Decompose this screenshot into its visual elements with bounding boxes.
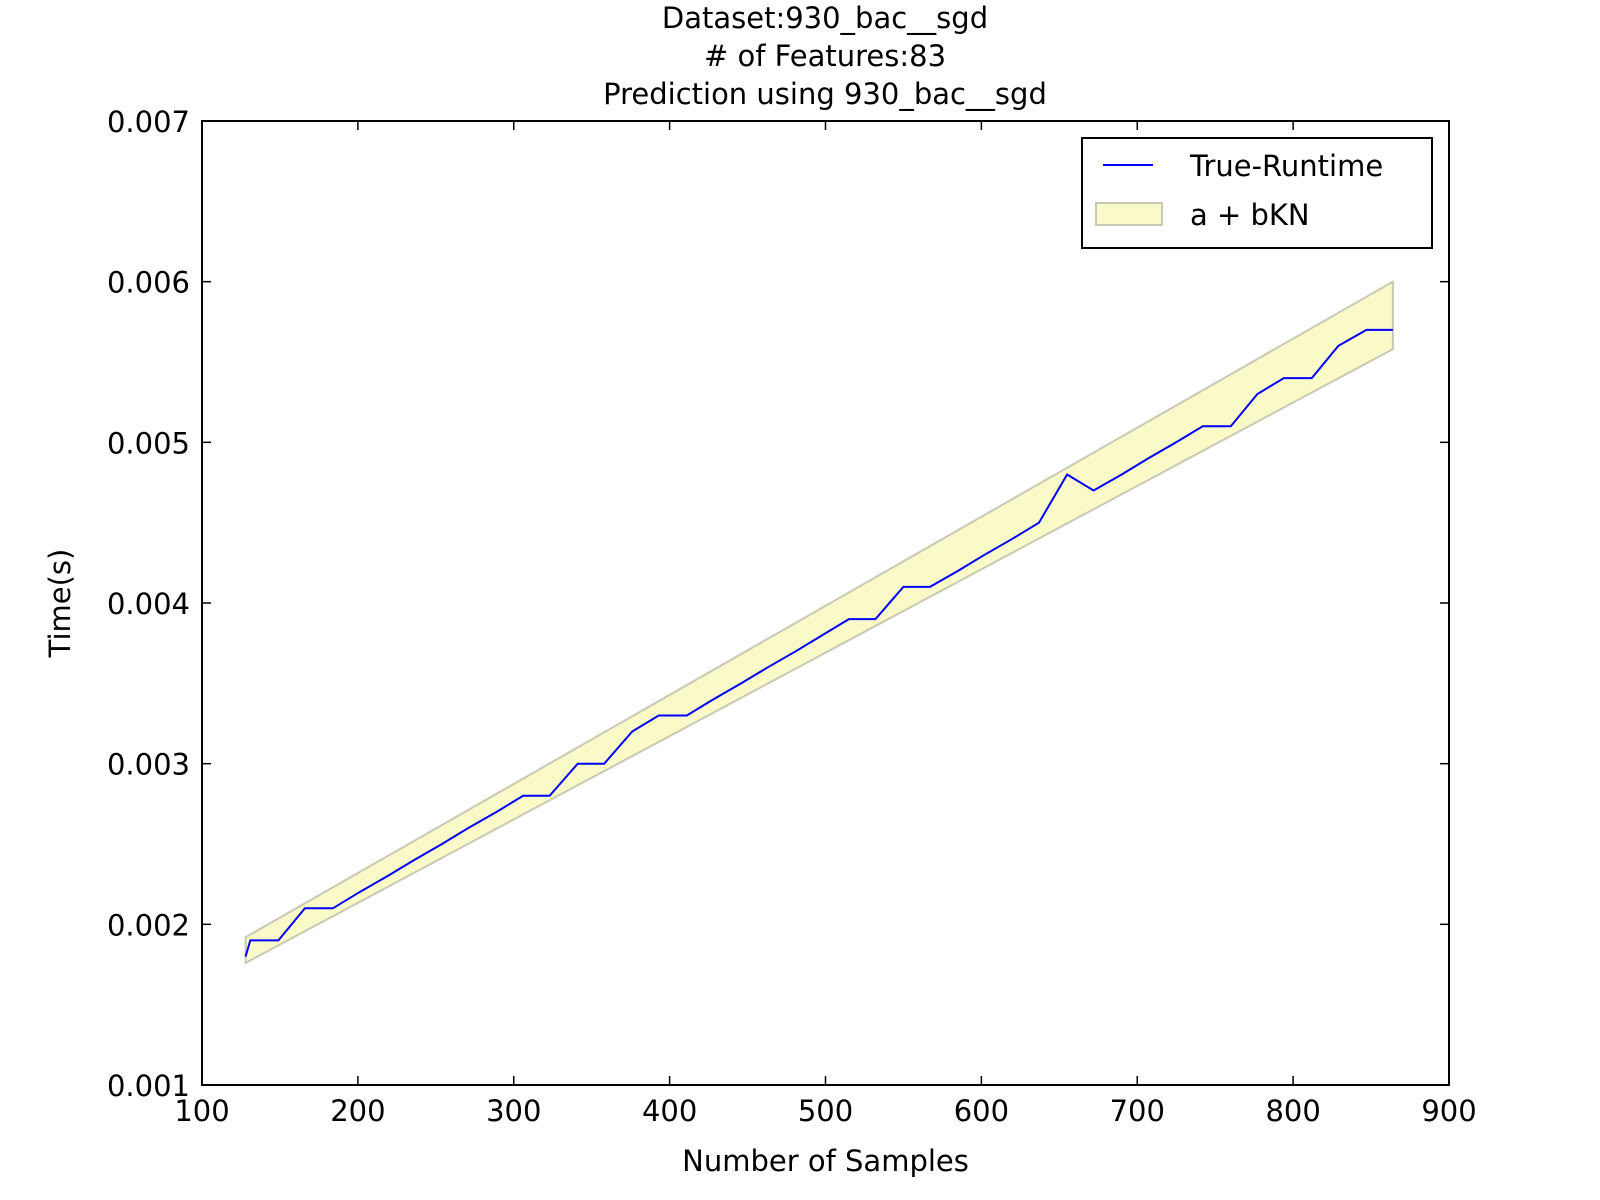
x-tick-label: 800 bbox=[1265, 1094, 1320, 1128]
legend-true-runtime-label: True-Runtime bbox=[1189, 149, 1383, 183]
x-tick-label: 400 bbox=[642, 1094, 697, 1128]
y-tick-label: 0.002 bbox=[107, 908, 190, 942]
true-runtime-line bbox=[244, 328, 1393, 957]
legend-prediction-band-label: a + bKN bbox=[1190, 198, 1310, 232]
y-tick-label: 0.005 bbox=[107, 426, 190, 460]
y-tick-label: 0.007 bbox=[107, 105, 190, 139]
legend-box bbox=[1081, 137, 1433, 249]
prediction-band bbox=[244, 279, 1394, 965]
y-axis-label: Time(s) bbox=[43, 549, 77, 659]
chart-title-line: Prediction using 930_bac__sgd bbox=[603, 77, 1047, 111]
x-tick-label: 700 bbox=[1110, 1094, 1165, 1128]
y-tick-label: 0.003 bbox=[107, 748, 190, 782]
x-tick-label: 300 bbox=[486, 1094, 541, 1128]
y-tick-label: 0.001 bbox=[107, 1069, 190, 1103]
legend: True-Runtime a + bKN bbox=[1081, 137, 1433, 249]
x-axis-ticks: 100 200 300 400 500 600 700 800 900 bbox=[174, 121, 1477, 1128]
chart-title-line: Dataset:930_bac__sgd bbox=[662, 1, 988, 35]
x-tick-label: 200 bbox=[330, 1094, 385, 1128]
x-tick-label: 100 bbox=[174, 1094, 229, 1128]
x-axis-label: Number of Samples bbox=[682, 1144, 969, 1178]
prediction-band-group bbox=[244, 279, 1394, 965]
y-axis-ticks: 0.001 0.002 0.003 0.004 0.005 0.006 0.007 bbox=[107, 105, 1449, 1103]
legend-prediction-band-swatch bbox=[1095, 202, 1163, 226]
y-tick-label: 0.006 bbox=[107, 266, 190, 300]
plot-area-frame bbox=[201, 120, 1450, 1086]
chart-title: Dataset:930_bac__sgd # of Features:83 Pred… bbox=[603, 1, 1047, 111]
x-tick-label: 900 bbox=[1421, 1094, 1476, 1128]
x-tick-label: 600 bbox=[954, 1094, 1009, 1128]
y-tick-label: 0.004 bbox=[107, 587, 190, 621]
true-runtime-line-group bbox=[244, 328, 1393, 957]
x-tick-label: 500 bbox=[798, 1094, 853, 1128]
chart-title-line: # of Features:83 bbox=[704, 39, 946, 73]
